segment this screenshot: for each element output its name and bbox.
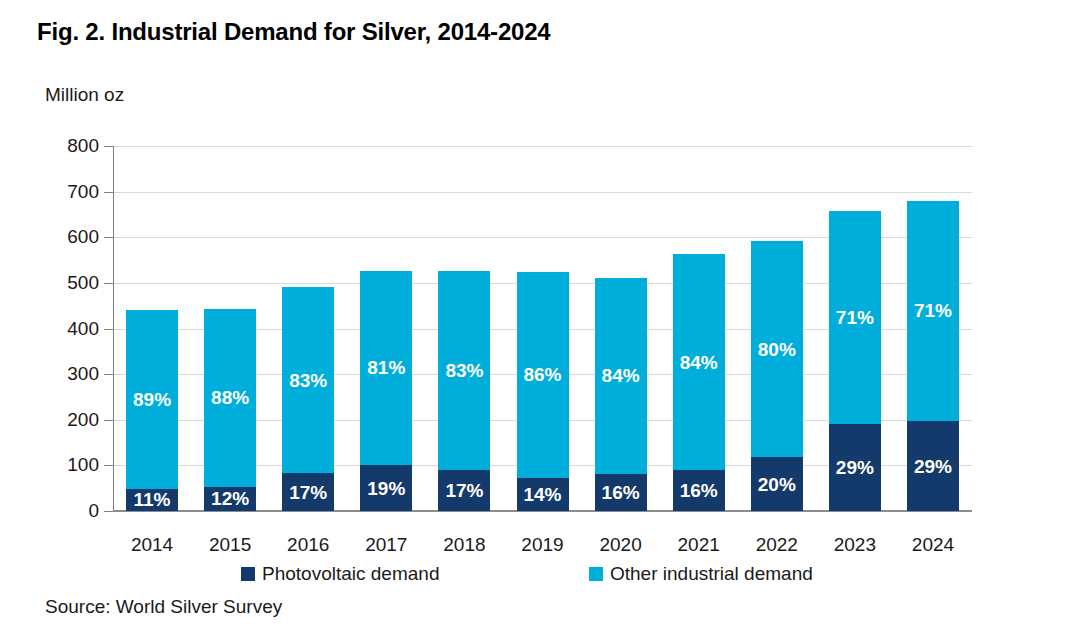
bar-label-photovoltaic: 20% [758,475,796,494]
bar-label-other-industrial: 84% [602,366,640,385]
bar-segment-other-industrial: 84% [595,278,647,474]
bar-label-other-industrial: 89% [133,390,171,409]
bar-segment-other-industrial: 83% [282,287,334,473]
legend-item-other-industrial: Other industrial demand [589,563,813,585]
bar-segment-photovoltaic: 29% [907,421,959,511]
legend-item-photovoltaic: Photovoltaic demand [241,563,439,585]
bar-segment-photovoltaic: 16% [595,474,647,511]
y-axis-label: 0 [39,501,99,521]
y-axis-tick [104,329,113,330]
bar-label-photovoltaic: 14% [523,485,561,504]
bar-segment-other-industrial: 71% [907,201,959,421]
bar-label-photovoltaic: 17% [445,481,483,500]
x-axis-label: 2020 [582,534,660,556]
x-axis-label: 2023 [816,534,894,556]
bar-label-photovoltaic: 29% [836,458,874,477]
bar-label-photovoltaic: 11% [134,490,171,509]
y-axis-label: 200 [39,410,99,430]
photovoltaic-legend-swatch [241,567,255,581]
bar-segment-photovoltaic: 19% [360,465,412,511]
bar-label-other-industrial: 81% [367,358,405,377]
bar-segment-other-industrial: 86% [517,272,569,478]
bar-segment-photovoltaic: 20% [751,457,803,511]
bar-label-photovoltaic: 12% [211,489,249,508]
y-axis-tick [104,511,113,512]
bar-segment-other-industrial: 88% [204,309,256,487]
source-note: Source: World Silver Survey [45,596,282,618]
bar-label-other-industrial: 86% [523,365,561,384]
x-axis-label: 2015 [191,534,269,556]
x-axis-label: 2021 [660,534,738,556]
bar-segment-photovoltaic: 29% [829,424,881,511]
y-axis-tick [104,374,113,375]
x-axis-label: 2016 [269,534,347,556]
x-axis-label: 2024 [894,534,972,556]
legend-label: Other industrial demand [610,563,813,585]
x-axis-label: 2018 [425,534,503,556]
bar-segment-photovoltaic: 16% [673,470,725,511]
bar-label-other-industrial: 88% [211,388,249,407]
bar-segment-other-industrial: 81% [360,271,412,466]
y-axis-label: 700 [39,182,99,202]
bar-segment-photovoltaic: 17% [282,473,334,511]
y-axis-label: 500 [39,273,99,293]
bar-segment-other-industrial: 71% [829,211,881,424]
bar-label-other-industrial: 71% [914,301,952,320]
y-axis-tick [104,146,113,147]
y-axis-label: 800 [39,136,99,156]
bar-segment-photovoltaic: 17% [438,470,490,511]
y-axis-tick [104,237,113,238]
y-axis-label: 400 [39,319,99,339]
x-axis-label: 2019 [504,534,582,556]
x-axis-label: 2014 [113,534,191,556]
figure: Fig. 2. Industrial Demand for Silver, 20… [0,0,1080,634]
bar-segment-photovoltaic: 14% [517,478,569,511]
gridline [113,146,972,147]
gridline [113,192,972,193]
bar-segment-other-industrial: 84% [673,254,725,470]
bar-label-other-industrial: 83% [289,371,327,390]
bar-label-photovoltaic: 17% [289,483,327,502]
y-axis-label: 300 [39,364,99,384]
y-axis-line [113,146,114,511]
y-axis-label: 600 [39,227,99,247]
bar-label-other-industrial: 84% [680,353,718,372]
y-axis-label: 100 [39,455,99,475]
bar-label-other-industrial: 83% [445,361,483,380]
bar-label-photovoltaic: 29% [914,457,952,476]
bar-segment-photovoltaic: 11% [126,489,178,511]
other-industrial-legend-swatch [589,567,603,581]
y-axis-tick [104,283,113,284]
bar-segment-other-industrial: 80% [751,241,803,457]
bar-label-photovoltaic: 16% [680,481,718,500]
bar-label-other-industrial: 71% [836,308,874,327]
bar-label-photovoltaic: 19% [367,479,405,498]
bar-segment-photovoltaic: 12% [204,487,256,511]
y-axis-tick [104,192,113,193]
x-axis-label: 2022 [738,534,816,556]
bar-label-other-industrial: 80% [758,340,796,359]
bar-segment-other-industrial: 89% [126,310,178,489]
x-axis-label: 2017 [347,534,425,556]
plot-area: 0 100 200 300 400 500 600 700 800 89% 11% 2014 88% 12… [0,0,1080,634]
legend-label: Photovoltaic demand [262,563,439,585]
y-axis-tick [104,465,113,466]
y-axis-tick [104,420,113,421]
bar-segment-other-industrial: 83% [438,271,490,470]
bar-label-photovoltaic: 16% [602,483,640,502]
